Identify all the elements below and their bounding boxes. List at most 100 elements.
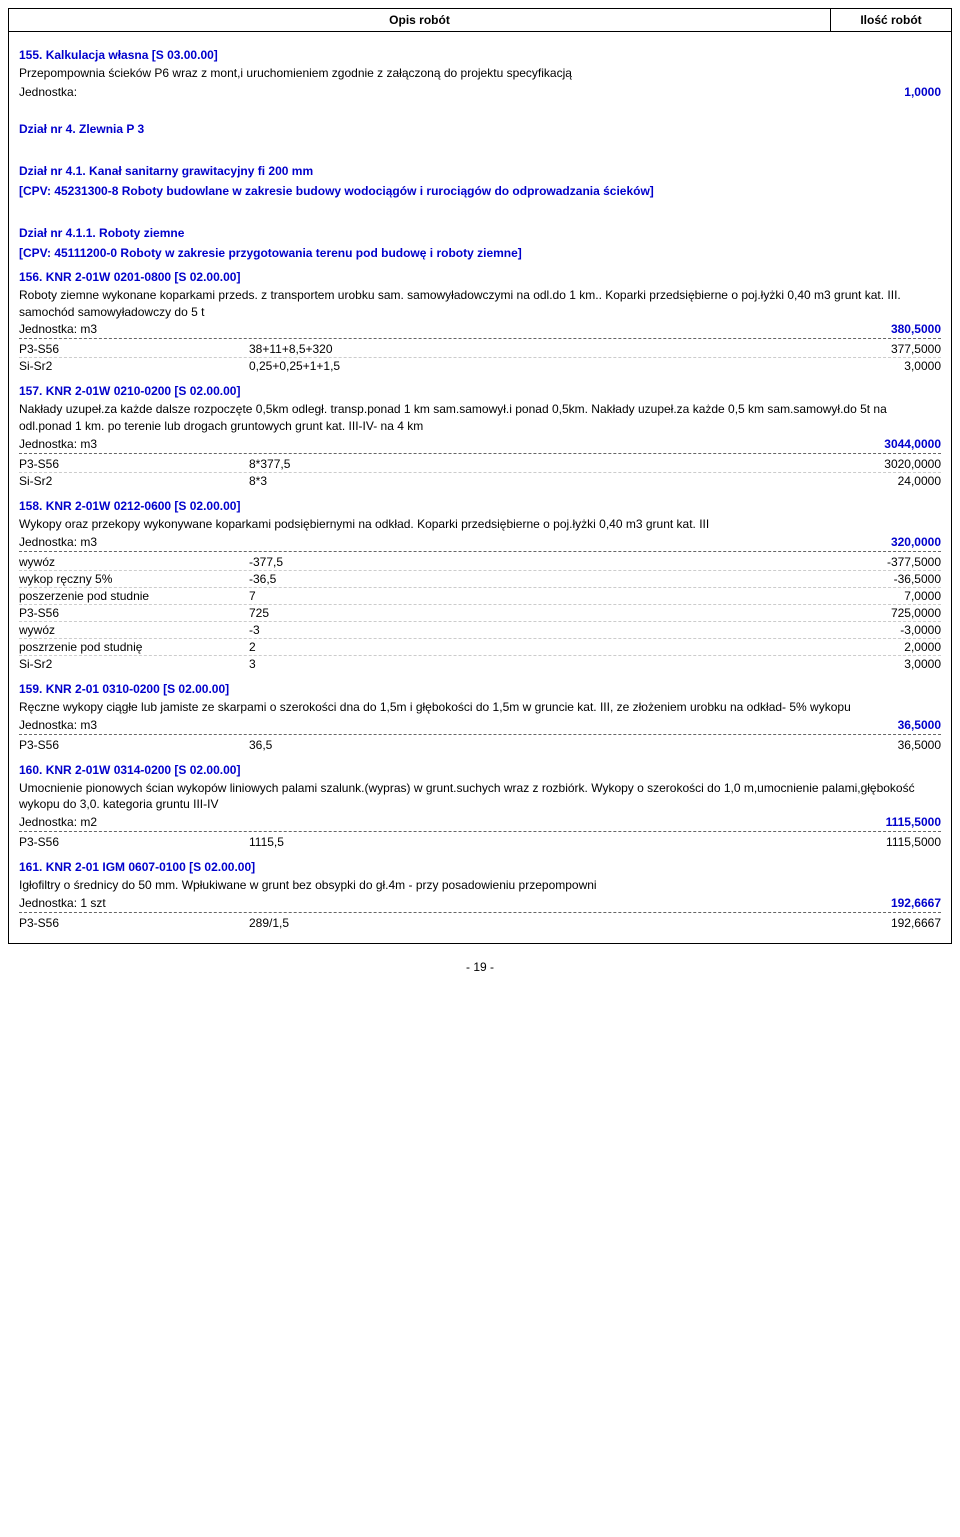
page-number: - 19 - bbox=[0, 952, 960, 982]
calc-val: 3020,0000 bbox=[821, 457, 941, 471]
calc-label: wywóz bbox=[19, 555, 249, 569]
item-160-unit-row: Jednostka: m2 1115,5000 bbox=[19, 815, 941, 832]
dzial-41-cpv: [CPV: 45231300-8 Roboty budowlane w zakr… bbox=[19, 184, 941, 198]
calc-label: P3-S56 bbox=[19, 835, 249, 849]
item-161-title: 161. KNR 2-01 IGM 0607-0100 [S 02.00.00] bbox=[19, 860, 941, 874]
calc-val: 1115,5000 bbox=[821, 835, 941, 849]
calc-val: 725,0000 bbox=[821, 606, 941, 620]
calc-expr: 7 bbox=[249, 589, 821, 603]
calc-val: -377,5000 bbox=[821, 555, 941, 569]
calc-val: 3,0000 bbox=[821, 359, 941, 373]
unit-label: Jednostka: 1 szt bbox=[19, 896, 106, 910]
item-156-calc: P3-S56 38+11+8,5+320 377,5000 Si-Sr2 0,2… bbox=[19, 341, 941, 374]
calc-val: 7,0000 bbox=[821, 589, 941, 603]
calc-expr: 289/1,5 bbox=[249, 916, 821, 930]
calc-label: P3-S56 bbox=[19, 738, 249, 752]
item-157-calc: P3-S56 8*377,5 3020,0000 Si-Sr2 8*3 24,0… bbox=[19, 456, 941, 489]
calc-expr: 8*3 bbox=[249, 474, 821, 488]
calc-row: P3-S56 289/1,5 192,6667 bbox=[19, 915, 941, 931]
item-159-calc: P3-S56 36,5 36,5000 bbox=[19, 737, 941, 753]
calc-row: Si-Sr2 0,25+0,25+1+1,5 3,0000 bbox=[19, 358, 941, 374]
dzial-41-title: Dział nr 4.1. Kanał sanitarny grawitacyj… bbox=[19, 164, 941, 178]
calc-label: wywóz bbox=[19, 623, 249, 637]
calc-label: poszerzenie pod studnie bbox=[19, 589, 249, 603]
calc-row: P3-S56 38+11+8,5+320 377,5000 bbox=[19, 341, 941, 358]
item-157-desc: Nakłady uzupeł.za każde dalsze rozpoczęt… bbox=[19, 401, 941, 435]
calc-val: 36,5000 bbox=[821, 738, 941, 752]
calc-row: poszerzenie pod studnie 7 7,0000 bbox=[19, 588, 941, 605]
item-157-title: 157. KNR 2-01W 0210-0200 [S 02.00.00] bbox=[19, 384, 941, 398]
calc-expr: 2 bbox=[249, 640, 821, 654]
item-159-desc: Ręczne wykopy ciągłe lub jamiste ze skar… bbox=[19, 699, 941, 716]
calc-expr: -3 bbox=[249, 623, 821, 637]
item-156-title: 156. KNR 2-01W 0201-0800 [S 02.00.00] bbox=[19, 270, 941, 284]
calc-row: P3-S56 1115,5 1115,5000 bbox=[19, 834, 941, 850]
item-160-desc: Umocnienie pionowych ścian wykopów linio… bbox=[19, 780, 941, 814]
dzial-411-cpv: [CPV: 45111200-0 Roboty w zakresie przyg… bbox=[19, 246, 941, 260]
item-155-desc: Przepompownia ścieków P6 wraz z mont,i u… bbox=[19, 65, 941, 82]
unit-value: 1115,5000 bbox=[886, 815, 941, 829]
calc-row: wywóz -377,5 -377,5000 bbox=[19, 554, 941, 571]
item-156-unit-row: Jednostka: m3 380,5000 bbox=[19, 322, 941, 339]
item-157-unit-row: Jednostka: m3 3044,0000 bbox=[19, 437, 941, 454]
unit-label: Jednostka: m3 bbox=[19, 437, 97, 451]
table-header: Opis robót Ilość robót bbox=[9, 9, 951, 32]
unit-value: 36,5000 bbox=[898, 718, 941, 732]
unit-label: Jednostka: bbox=[19, 85, 77, 99]
calc-row: P3-S56 8*377,5 3020,0000 bbox=[19, 456, 941, 473]
calc-label: Si-Sr2 bbox=[19, 359, 249, 373]
item-155-title: 155. Kalkulacja własna [S 03.00.00] bbox=[19, 48, 941, 62]
dzial-411-title: Dział nr 4.1.1. Roboty ziemne bbox=[19, 226, 941, 240]
calc-row: Si-Sr2 3 3,0000 bbox=[19, 656, 941, 672]
calc-val: 24,0000 bbox=[821, 474, 941, 488]
calc-label: P3-S56 bbox=[19, 916, 249, 930]
item-161-desc: Igłofiltry o średnicy do 50 mm. Wpłukiwa… bbox=[19, 877, 941, 894]
calc-val: 3,0000 bbox=[821, 657, 941, 671]
calc-expr: 8*377,5 bbox=[249, 457, 821, 471]
dzial-4-title: Dział nr 4. Zlewnia P 3 bbox=[19, 122, 941, 136]
item-161-calc: P3-S56 289/1,5 192,6667 bbox=[19, 915, 941, 931]
calc-label: Si-Sr2 bbox=[19, 657, 249, 671]
calc-expr: -377,5 bbox=[249, 555, 821, 569]
unit-label: Jednostka: m3 bbox=[19, 322, 97, 336]
page-content: 155. Kalkulacja własna [S 03.00.00] Prze… bbox=[9, 32, 951, 943]
item-159-title: 159. KNR 2-01 0310-0200 [S 02.00.00] bbox=[19, 682, 941, 696]
unit-label: Jednostka: m3 bbox=[19, 535, 97, 549]
calc-row: Si-Sr2 8*3 24,0000 bbox=[19, 473, 941, 489]
calc-expr: 3 bbox=[249, 657, 821, 671]
calc-expr: 1115,5 bbox=[249, 835, 821, 849]
header-opis: Opis robót bbox=[9, 9, 831, 31]
unit-value: 320,0000 bbox=[891, 535, 941, 549]
calc-row: P3-S56 36,5 36,5000 bbox=[19, 737, 941, 753]
calc-val: -36,5000 bbox=[821, 572, 941, 586]
item-161-unit-row: Jednostka: 1 szt 192,6667 bbox=[19, 896, 941, 913]
item-160-title: 160. KNR 2-01W 0314-0200 [S 02.00.00] bbox=[19, 763, 941, 777]
calc-row: P3-S56 725 725,0000 bbox=[19, 605, 941, 622]
calc-label: Si-Sr2 bbox=[19, 474, 249, 488]
item-158-title: 158. KNR 2-01W 0212-0600 [S 02.00.00] bbox=[19, 499, 941, 513]
calc-row: poszrzenie pod studnię 2 2,0000 bbox=[19, 639, 941, 656]
unit-value: 192,6667 bbox=[891, 896, 941, 910]
calc-val: 377,5000 bbox=[821, 342, 941, 356]
calc-label: P3-S56 bbox=[19, 457, 249, 471]
calc-expr: 0,25+0,25+1+1,5 bbox=[249, 359, 821, 373]
calc-label: P3-S56 bbox=[19, 342, 249, 356]
calc-expr: 36,5 bbox=[249, 738, 821, 752]
calc-val: 2,0000 bbox=[821, 640, 941, 654]
header-ilosc: Ilość robót bbox=[831, 9, 951, 31]
calc-row: wykop ręczny 5% -36,5 -36,5000 bbox=[19, 571, 941, 588]
item-156-desc: Roboty ziemne wykonane koparkami przeds.… bbox=[19, 287, 941, 321]
calc-label: wykop ręczny 5% bbox=[19, 572, 249, 586]
unit-value: 380,5000 bbox=[891, 322, 941, 336]
calc-val: 192,6667 bbox=[821, 916, 941, 930]
item-159-unit-row: Jednostka: m3 36,5000 bbox=[19, 718, 941, 735]
unit-label: Jednostka: m3 bbox=[19, 718, 97, 732]
unit-label: Jednostka: m2 bbox=[19, 815, 97, 829]
item-160-calc: P3-S56 1115,5 1115,5000 bbox=[19, 834, 941, 850]
item-158-unit-row: Jednostka: m3 320,0000 bbox=[19, 535, 941, 552]
calc-expr: 38+11+8,5+320 bbox=[249, 342, 821, 356]
item-158-calc: wywóz -377,5 -377,5000 wykop ręczny 5% -… bbox=[19, 554, 941, 672]
unit-value: 1,0000 bbox=[904, 85, 941, 99]
calc-expr: -36,5 bbox=[249, 572, 821, 586]
unit-value: 3044,0000 bbox=[884, 437, 941, 451]
